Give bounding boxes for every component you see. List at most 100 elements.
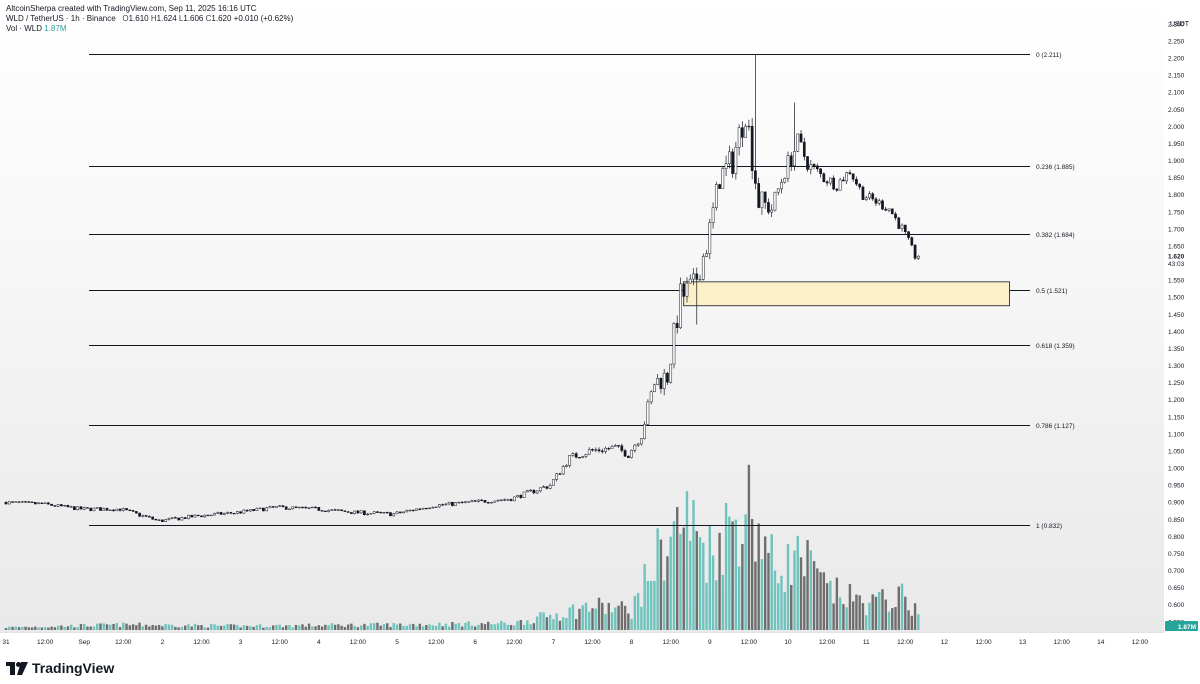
candle-body [144, 515, 148, 517]
price-tick-label: 0.700 [1168, 568, 1185, 575]
volume-label[interactable]: Vol · WLD [6, 24, 43, 33]
price-tick-label: 0.600 [1168, 602, 1185, 609]
candle-body [604, 447, 607, 452]
candle-body [340, 509, 343, 511]
candle-body [128, 509, 132, 511]
candle-body [47, 502, 50, 505]
candle-body [294, 506, 298, 508]
candle-body [477, 499, 480, 502]
price-tick-label: 2.150 [1168, 73, 1185, 80]
volume-bar [509, 624, 513, 630]
symbol-title[interactable]: WLD / TetherUS · 1h · Binance [6, 14, 116, 23]
candle-body [789, 155, 793, 167]
price-tick-label: 1.750 [1168, 209, 1185, 216]
volume-bar [151, 624, 154, 630]
volume-bar [24, 626, 27, 630]
chart-area[interactable]: 0 (2.211) 0.236 (1.885) 0.382 (1.684) 0.5 (… [0, 0, 1164, 632]
volume-bar [444, 623, 448, 630]
volume-bar [128, 625, 132, 630]
candle-body [121, 508, 125, 511]
time-axis[interactable]: 31 12:00 Sep 12:00 2 12:00 3 12:00 4 12:00 5 12:00 6… [0, 632, 1200, 652]
volume-bar [842, 604, 845, 630]
candle-body [141, 515, 145, 517]
volume-bar [369, 623, 373, 630]
candle-body [594, 449, 598, 451]
volume-bar [17, 627, 21, 630]
candle-body [451, 501, 454, 506]
candle-body [548, 485, 552, 489]
volume-bar [545, 617, 549, 630]
volume-bar [825, 583, 829, 630]
volume-bar [907, 610, 910, 630]
candle-body [216, 512, 220, 514]
volume-bar [548, 614, 552, 630]
candle-body [411, 509, 415, 512]
tradingview-logo[interactable]: TradingView [6, 660, 114, 676]
candle-body [796, 133, 800, 152]
price-tick-label: 1.700 [1168, 226, 1185, 233]
candle-body [424, 507, 428, 510]
volume-bar [382, 624, 386, 630]
candle-body [161, 519, 164, 522]
candle-body [337, 509, 340, 511]
candle-body [249, 509, 252, 512]
candle-body [698, 279, 702, 281]
candle-body [369, 513, 373, 515]
candle-body [327, 510, 330, 512]
volume-bar [552, 619, 555, 630]
volume-bar [910, 615, 914, 630]
volume-bar [112, 623, 115, 630]
volume-bar [662, 580, 666, 630]
candle-body [558, 473, 562, 475]
candle-body [626, 455, 630, 458]
fib-level-label: 0.236 (1.885) [1036, 164, 1075, 171]
candle-body [640, 438, 643, 445]
price-tick-label: 1.350 [1168, 346, 1185, 353]
volume-bar [871, 594, 874, 630]
candle-body [222, 513, 226, 515]
candle-body [617, 445, 620, 447]
candle-body [262, 507, 265, 512]
volume-bar [184, 625, 187, 630]
volume-bar [180, 626, 184, 630]
price-chart[interactable]: 0 (2.211) 0.236 (1.885) 0.382 (1.684) 0.5 (… [0, 0, 1164, 632]
candle-body [845, 172, 848, 182]
volume-bar [138, 622, 141, 630]
volume-bar [76, 627, 79, 630]
candle-body [620, 445, 624, 451]
candle-body [711, 207, 715, 223]
candle-body [900, 224, 904, 229]
candle-body [734, 147, 738, 174]
candle-body [366, 513, 370, 516]
volume-bar [744, 514, 747, 630]
candle-body [376, 511, 379, 513]
candle-body [646, 401, 650, 425]
volume-bar [291, 627, 294, 630]
volume-bar [210, 624, 213, 630]
volume-badge-label: 1.87M [1178, 624, 1196, 631]
price-tick-label: 1.200 [1168, 397, 1185, 404]
fib-level-label: 0.5 (1.521) [1036, 288, 1067, 295]
price-tick-label: 1.950 [1168, 141, 1185, 148]
candle-body [323, 510, 327, 513]
price-tick-label: 2.300 [1168, 21, 1185, 28]
highlight-zone[interactable] [683, 281, 1010, 307]
candle-body [392, 513, 396, 517]
volume-bar [460, 626, 464, 630]
candle-body [333, 509, 337, 511]
candle-body [99, 507, 102, 511]
candle-body [314, 506, 317, 509]
candle-body [649, 391, 653, 403]
volume-bar [757, 523, 760, 630]
volume-bar [242, 625, 246, 630]
volume-bar [851, 601, 855, 630]
candle-body [63, 504, 66, 507]
time-tick-label: 12:00 [428, 639, 445, 646]
candle-body [542, 486, 545, 488]
candle-body [245, 509, 249, 512]
price-tick-label: 2.000 [1168, 124, 1185, 131]
volume-bar [858, 595, 861, 630]
price-tick-label: 1.300 [1168, 363, 1185, 370]
candle-body [506, 499, 510, 501]
